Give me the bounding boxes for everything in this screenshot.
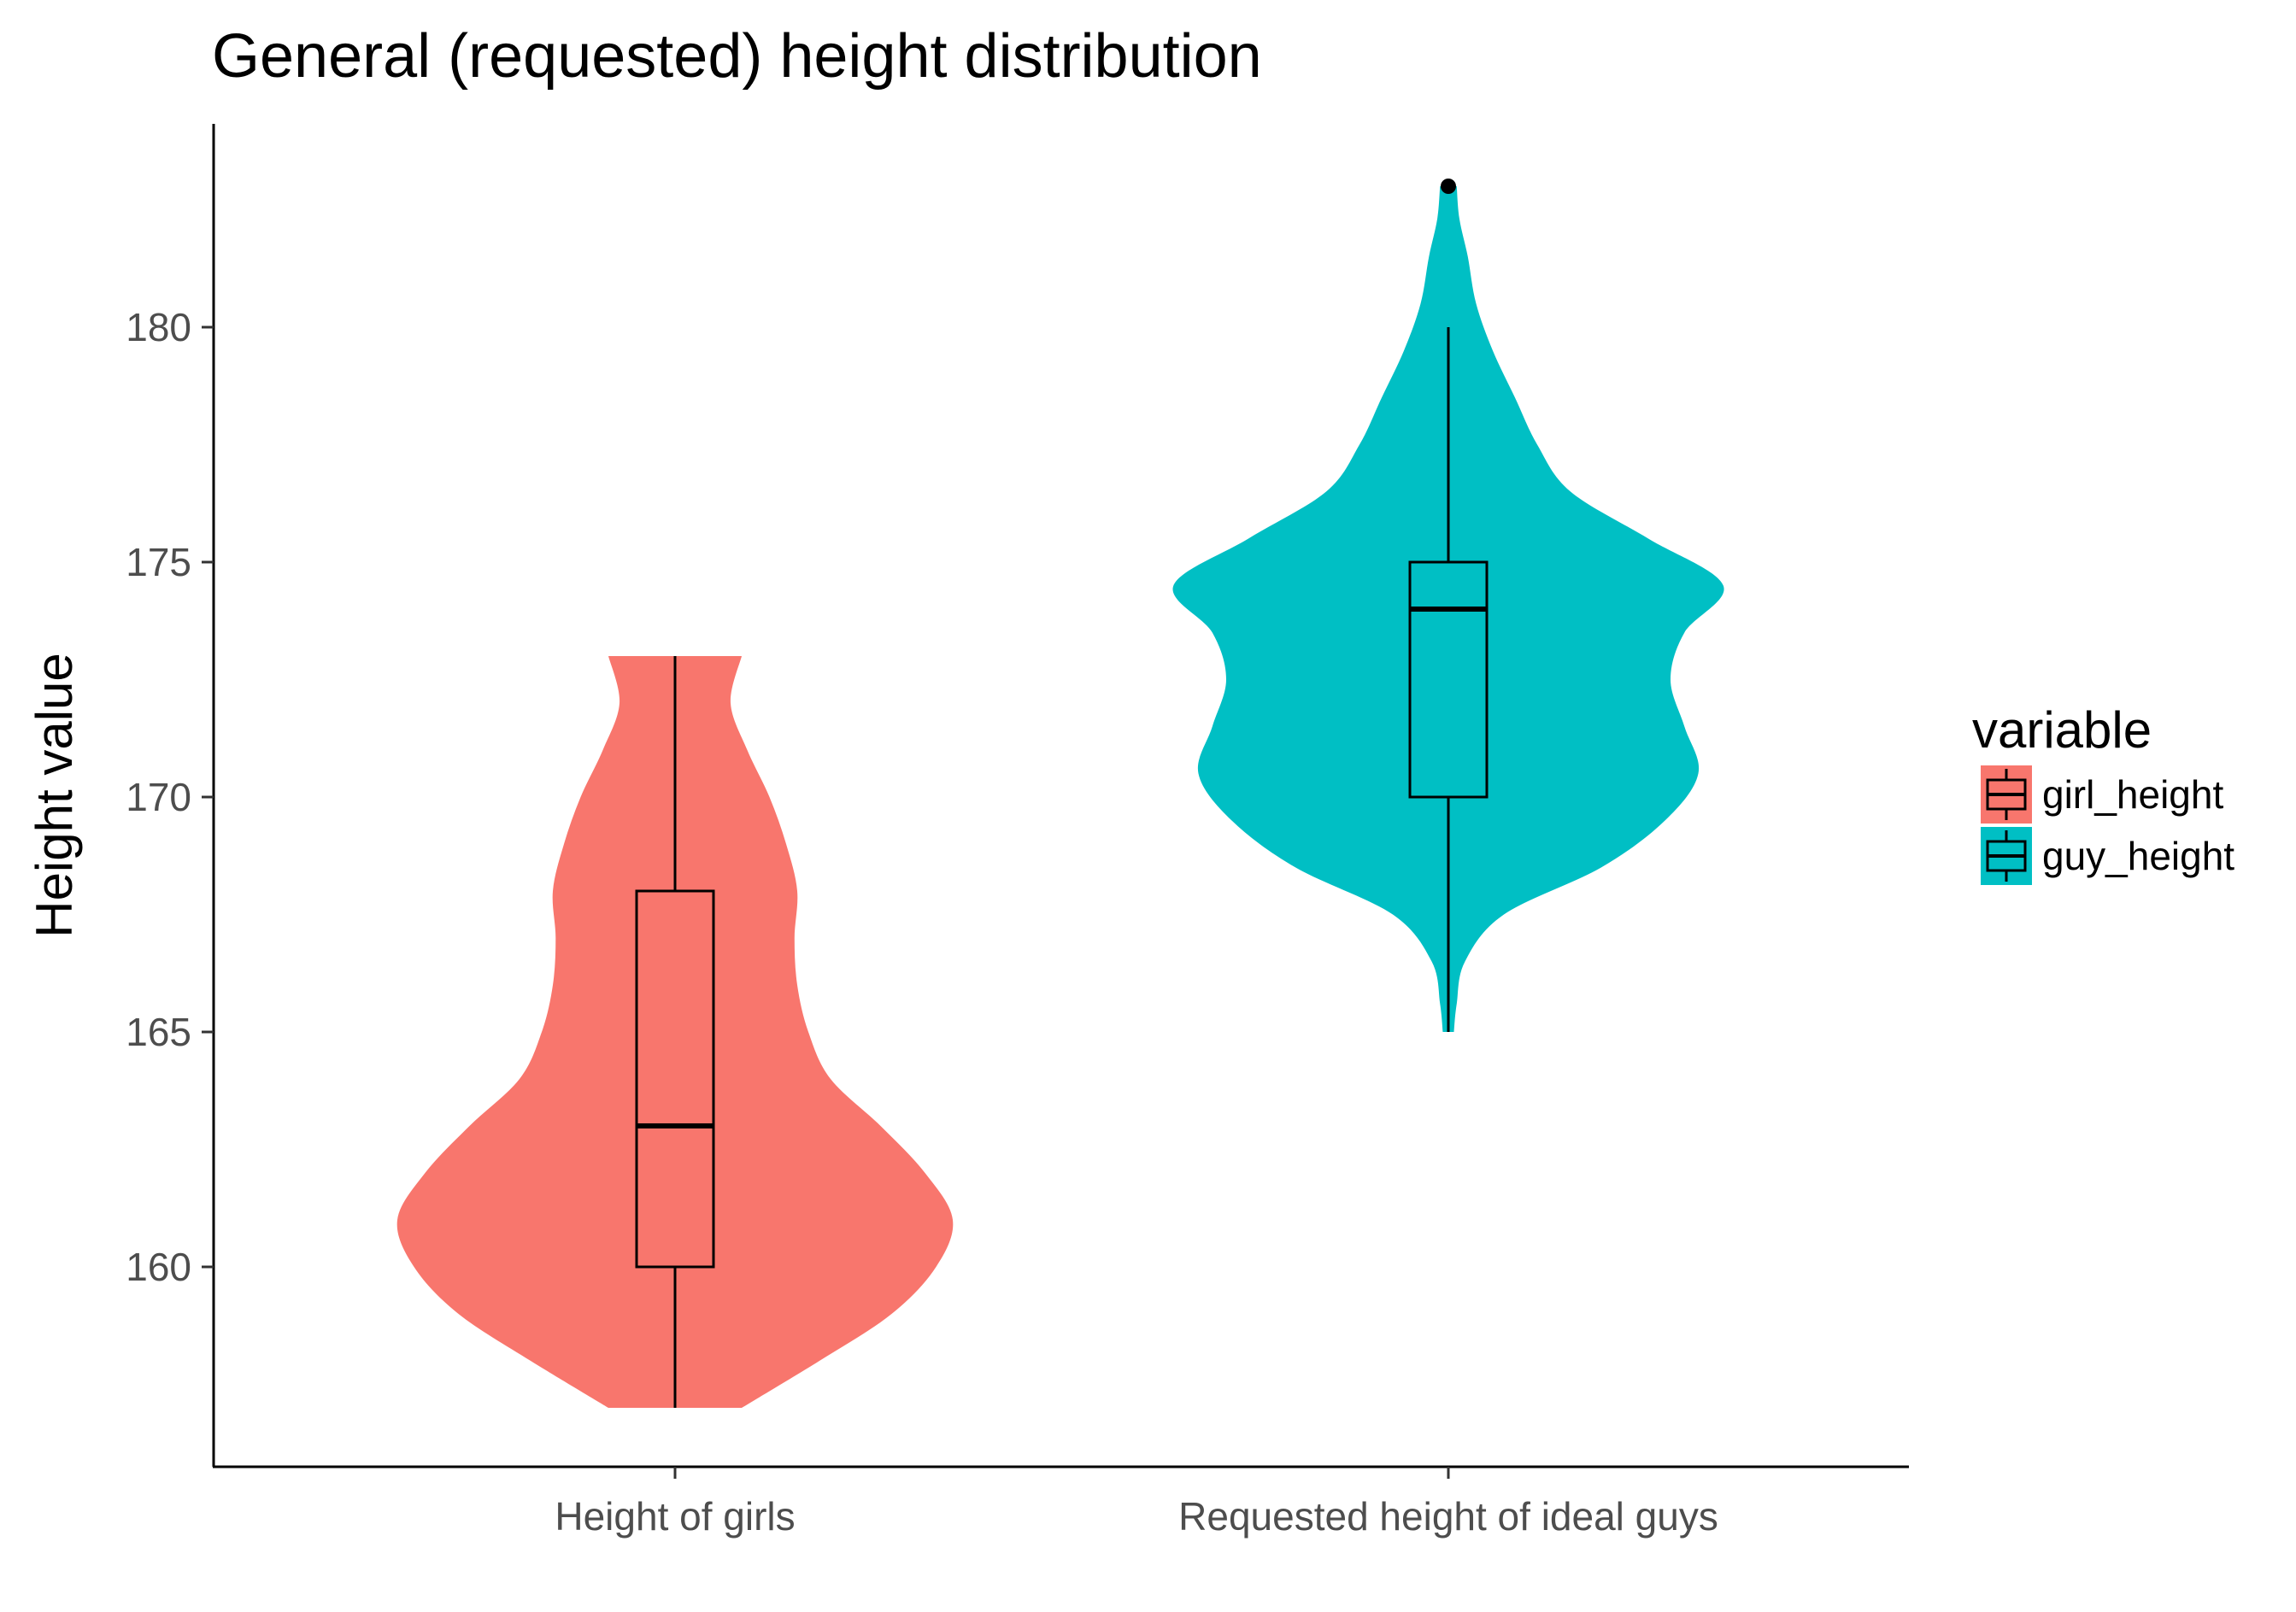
y-tick-label: 160 <box>126 1245 191 1289</box>
legend-item-guy_height: guy_height <box>1981 827 2234 885</box>
legend-label: girl_height <box>2042 772 2223 817</box>
legend-title: variable <box>1972 701 2152 759</box>
x-tick-label: Requested height of ideal guys <box>1178 1494 1718 1539</box>
box-iqr <box>1408 560 1489 799</box>
legend-label: guy_height <box>2042 834 2234 878</box>
y-tick-label: 180 <box>126 305 191 349</box>
boxplots <box>635 179 1489 1408</box>
legend: variable girl_height guy_height <box>1972 701 2234 885</box>
x-tick-label: Height of girls <box>555 1494 795 1539</box>
y-axis-ticks: 160 165 170 175 180 <box>126 305 214 1289</box>
legend-item-girl_height: girl_height <box>1981 765 2223 824</box>
outlier-point <box>1441 179 1456 194</box>
boxplot-guy_height <box>1408 179 1489 1032</box>
chart-title: General (requested) height distribution <box>212 22 1262 91</box>
violins <box>396 186 1724 1408</box>
y-tick-label: 175 <box>126 540 191 584</box>
y-tick-label: 170 <box>126 775 191 819</box>
box-iqr <box>635 889 715 1269</box>
y-axis-title: Height value <box>26 653 83 938</box>
x-axis-ticks: Height of girls Requested height of ideal… <box>555 1467 1718 1539</box>
y-tick-label: 165 <box>126 1010 191 1054</box>
boxplot-girl_height <box>635 656 715 1408</box>
